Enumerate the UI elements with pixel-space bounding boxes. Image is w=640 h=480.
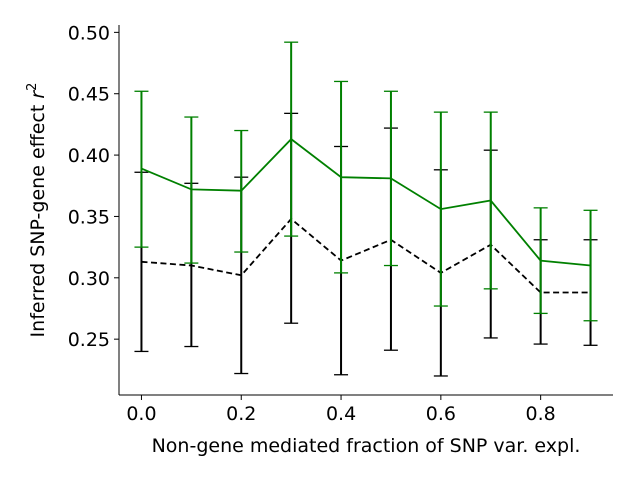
y-tick-label: 0.30 [68,268,110,290]
y-axis-ticks: 0.25 0.30 0.35 0.40 0.45 0.50 [68,22,119,351]
x-axis-ticks: 0.0 0.2 0.4 0.6 0.8 [126,395,556,425]
y-tick-label: 0.40 [68,145,110,167]
x-tick-label: 0.2 [226,403,256,425]
series-layer [134,41,598,377]
series-line [141,217,591,294]
series-1 [134,41,598,322]
y-axis-title-text: Inferred SNP-gene effect [27,99,49,338]
series-line [141,137,591,267]
x-tick-label: 0.4 [326,403,356,425]
x-axis-title: Non-gene mediated fraction of SNP var. e… [152,435,581,457]
y-axis-title-exponent: 2 [25,83,40,91]
y-axis-title-symbol: r [27,90,49,99]
y-tick-label: 0.45 [68,84,110,106]
y-tick-label: 0.25 [68,329,110,351]
y-tick-label: 0.35 [68,206,110,228]
x-tick-label: 0.0 [126,403,156,425]
x-tick-label: 0.6 [426,403,456,425]
y-tick-label: 0.50 [68,22,110,44]
y-axis-title: Inferred SNP-gene effect r2 [25,83,49,338]
x-tick-label: 0.8 [526,403,556,425]
